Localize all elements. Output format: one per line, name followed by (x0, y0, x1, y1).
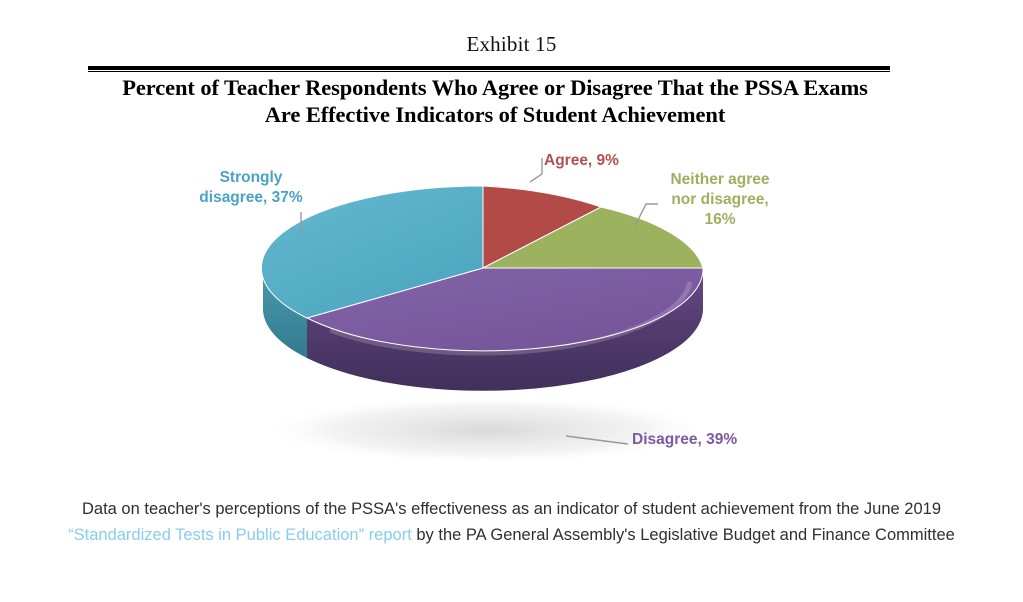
pie-chart (0, 130, 1023, 460)
title-rule-thick (88, 66, 890, 70)
exhibit-label: Exhibit 15 (466, 32, 557, 56)
title-rule-gap (88, 70, 890, 71)
pie-slice-neither (482, 206, 704, 269)
pie-label-strongly-disagree: Strongly disagree, 37% (199, 169, 303, 206)
chart-title: Percent of Teacher Respondents Who Agree… (122, 75, 868, 127)
leader-line-neither (634, 203, 658, 227)
pie-slice-agree (482, 185, 603, 269)
pie-label-disagree: Disagree, 39% (632, 431, 738, 448)
caption-text-before: Data on teacher's perceptions of the PSS… (81, 500, 941, 518)
caption-report-link[interactable]: “Standardized Tests in Public Education”… (68, 526, 412, 544)
pie-slice-strongly-disagree (260, 185, 484, 319)
title-rule (88, 66, 890, 72)
pie-slice-disagree (305, 267, 704, 352)
pie-rim-highlight (329, 281, 693, 356)
pie-side-disagree (307, 268, 704, 391)
pie-chart-svg (260, 158, 712, 460)
caption-text-after: by the PA General Assembly's Legislative… (411, 526, 955, 544)
chart-caption: Data on teacher's perceptions of the PSS… (60, 496, 963, 548)
pie-label-agree: Agree, 9% (544, 152, 619, 169)
leader-line-agree (529, 158, 543, 183)
title-rule-thin (88, 71, 890, 72)
leader-line-disagree (565, 435, 629, 445)
pie-side-strongly-disagree (262, 268, 307, 358)
pie-shadow (262, 396, 712, 460)
pie-label-neither-agree-nor-disagree: Neither agree nor disagree, 16% (670, 171, 770, 228)
